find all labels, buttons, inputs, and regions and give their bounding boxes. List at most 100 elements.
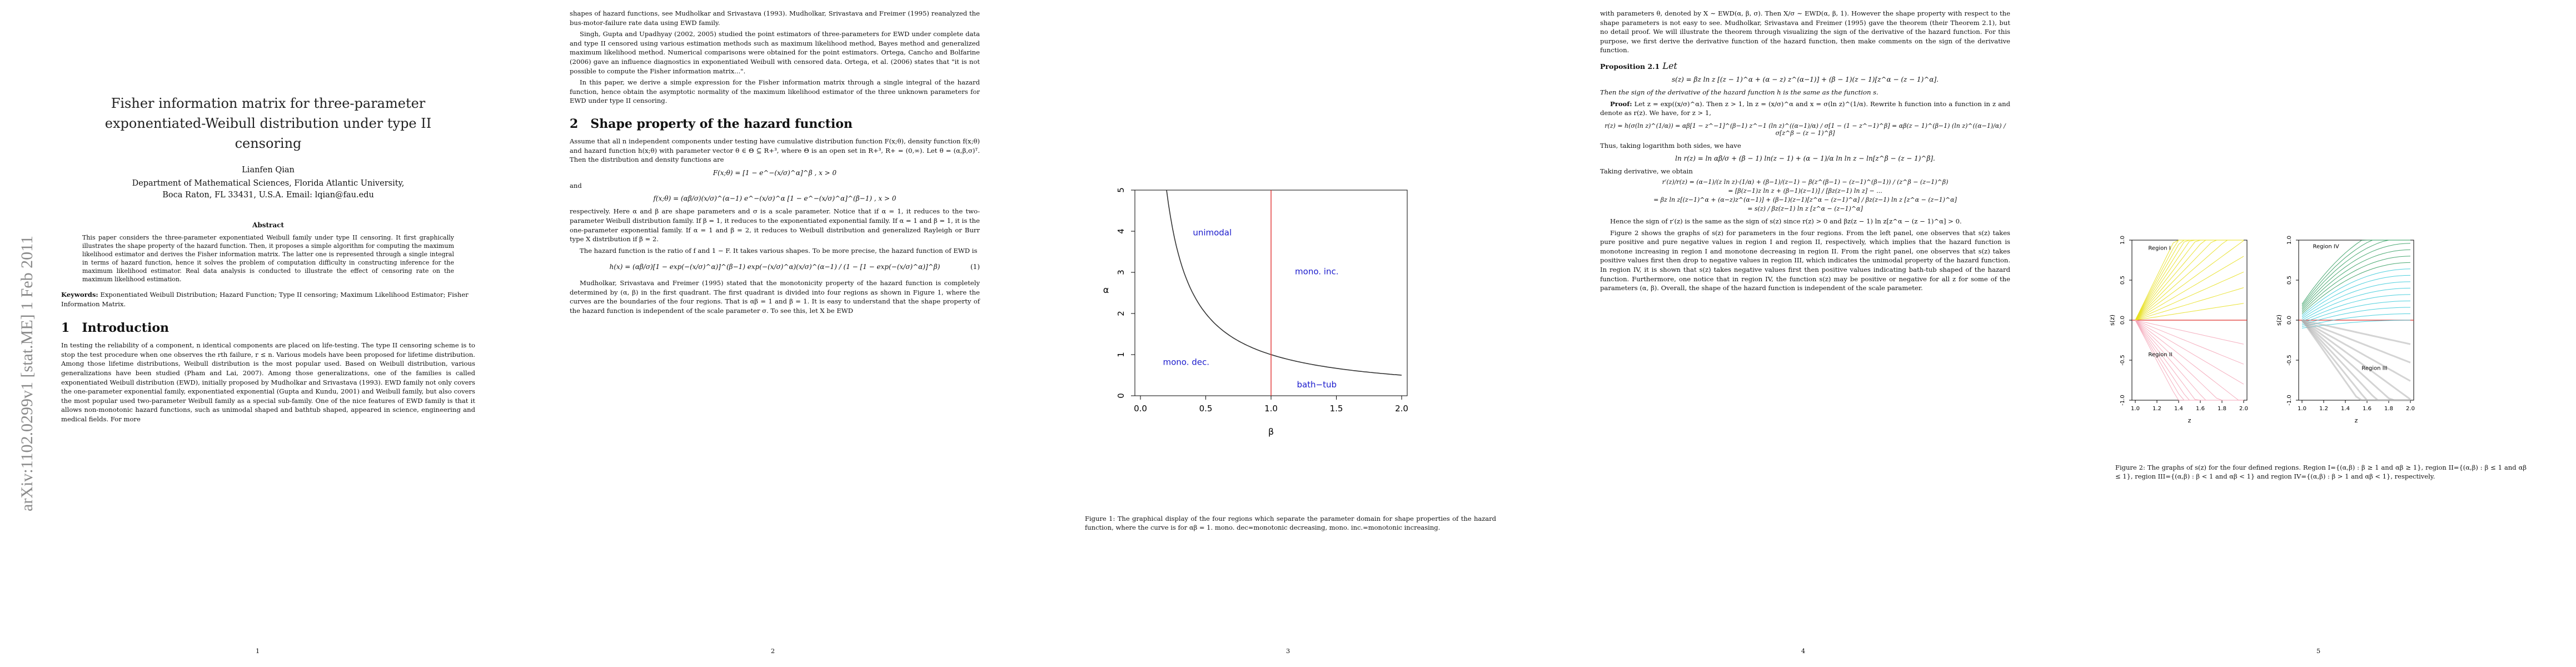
page-4-content: with parameters θ, denoted by X ∼ EWD(α,… <box>1600 9 2010 295</box>
x-tick-label: 2.0 <box>2239 406 2248 412</box>
y-tick-label: -1.0 <box>2286 395 2293 406</box>
x-tick-label: 1.4 <box>2174 406 2183 412</box>
arxiv-stamp: arXiv:1102.0299v1 [stat.ME] 1 Feb 2011 <box>7 156 36 511</box>
y-axis-label: s(z) <box>2109 315 2116 326</box>
equation-deriv-4: = s(z) / βz(z−1) ln z [z^α − (z−1)^α] <box>1747 205 1863 212</box>
y-tick-label: 1.0 <box>2286 236 2293 245</box>
region-label: mono. inc. <box>1295 267 1338 277</box>
y-tick-label: 0 <box>1116 393 1126 399</box>
proposition: Proposition 2.1 Let <box>1600 61 2010 71</box>
region-label: Region III <box>2361 365 2387 371</box>
affiliation-line-2: Boca Raton, FL 33431, U.S.A. Email: lqia… <box>162 191 374 200</box>
x-tick-label: 1.8 <box>2218 406 2226 412</box>
figure-2-chart: 1.0 1.2 1.4 1.6 1.8 2.0 -1.0 -0.5 0.0 0.5 1.0 z s(z)… <box>2109 236 2415 424</box>
paragraph: Figure 2 shows the graphs of s(z) for pa… <box>1600 228 2010 292</box>
series-line <box>2301 320 2410 401</box>
equation-deriv-3: = βz ln z[(z−1)^α + (α−z)z^(α−1)] + (β−1… <box>1653 196 1957 203</box>
page-number: 3 <box>1285 647 1291 655</box>
x-tick-label: 0.0 <box>1134 404 1147 414</box>
equation-number: (1) <box>970 263 980 271</box>
paragraph: In this paper, we derive a simple expres… <box>570 78 980 105</box>
y-tick-label: 4 <box>1116 228 1126 234</box>
series-line <box>2301 294 2411 322</box>
paragraph: shapes of hazard functions, see Mudholka… <box>570 9 980 27</box>
paragraph: Hence the sign of r′(z) is the same as t… <box>1610 217 1962 225</box>
proposition-let: Let <box>1662 60 1677 71</box>
series-line <box>2135 240 2244 321</box>
x-tick-label: 1.2 <box>2153 406 2161 412</box>
series-line <box>2135 240 2244 321</box>
equation-hazard-text: h(x) = (αβ/σ)[1 − exp(−(x/σ)^α)]^(β−1) e… <box>609 263 940 271</box>
series-line <box>2301 319 2411 345</box>
series-line <box>2301 243 2411 310</box>
series-line <box>2301 240 2410 305</box>
series-line <box>2301 319 2411 364</box>
title-line-3: censoring <box>235 136 302 151</box>
y-tick-label: 0.5 <box>2286 276 2293 285</box>
equation-deriv-1: r′(z)/r(z) = (α−1)/(z ln z)·(1/α) + (β−1… <box>1662 178 1949 186</box>
equation-ln: ln r(z) = ln αβ/σ + (β − 1) ln(z − 1) + … <box>1675 155 1935 163</box>
series-line <box>2135 240 2244 321</box>
equation-pdf: f(x;θ) = (αβ/σ)(x/σ)^(α−1) e^−(x/σ)^α [1… <box>653 195 896 203</box>
y-tick-label: 0.0 <box>2120 316 2126 325</box>
series-line <box>2301 262 2411 314</box>
keywords-label: Keywords: <box>61 291 98 298</box>
page-number: 5 <box>2316 647 2321 655</box>
y-tick-label: 2 <box>1116 311 1126 316</box>
x-axis-label: β <box>1268 426 1274 437</box>
x-tick-label: 1.0 <box>1264 404 1278 414</box>
series-line <box>2301 268 2411 316</box>
boundary-curve <box>1166 190 1402 376</box>
y-axis-label: s(z) <box>2275 315 2283 326</box>
y-tick-label: -0.5 <box>2286 355 2293 366</box>
section-2-heading: 2 Shape property of the hazard function <box>570 117 980 131</box>
section-1-heading: 1 Introduction <box>61 321 475 335</box>
paragraph: Singh, Gupta and Upadhyay (2002, 2005) s… <box>570 30 980 75</box>
title-line-2: exponentiated-Weibull distribution under… <box>104 116 432 131</box>
page-4: with parameters θ, denoted by X ∼ EWD(α,… <box>1546 0 2061 667</box>
region-label: Region IV <box>2313 243 2339 250</box>
equation-cdf: F(x;θ) = [1 − e^−(x/σ)^α]^β , x > 0 <box>712 168 837 177</box>
keywords: Keywords: Exponentiated Weibull Distribu… <box>61 290 475 308</box>
paragraph: and <box>570 181 582 190</box>
series-line <box>2301 256 2411 312</box>
page-1-content: Fisher information matrix for three-para… <box>61 93 475 426</box>
series-line <box>2135 287 2244 321</box>
author: Lianfen Qian <box>242 166 295 175</box>
series-line <box>2135 320 2244 385</box>
y-tick-label: 5 <box>1116 187 1126 193</box>
x-tick-label: 2.0 <box>2406 406 2415 412</box>
page-2-content: shapes of hazard functions, see Mudholka… <box>570 9 980 318</box>
arxiv-stamp-text: arXiv:1102.0299v1 [stat.ME] 1 Feb 2011 <box>18 235 36 511</box>
figure-1-caption: Figure 1: The graphical display of the f… <box>1085 515 1496 531</box>
title-line-1: Fisher information matrix for three-para… <box>111 96 426 111</box>
y-tick-label: 3 <box>1116 270 1126 275</box>
paragraph: Taking derivative, we obtain <box>1600 167 1693 176</box>
y-tick-label: -1.0 <box>2120 395 2126 406</box>
x-tick-label: 0.5 <box>1199 404 1213 414</box>
page-number: 1 <box>255 647 260 655</box>
proposition-text: Then the sign of the derivative of the h… <box>1600 88 1879 96</box>
series-line <box>2301 319 2411 382</box>
series-line <box>2135 256 2244 321</box>
paragraph: Assume that all n independent components… <box>570 137 980 164</box>
y-tick-label: 1.0 <box>2120 236 2126 245</box>
intro-paragraph: In testing the reliability of a componen… <box>61 341 475 423</box>
series-line <box>2135 320 2244 401</box>
series-line <box>2301 240 2410 308</box>
series-line <box>2301 319 2411 400</box>
x-tick-label: 1.0 <box>2298 406 2306 412</box>
section-title: Shape property of the hazard function <box>590 116 853 131</box>
equation-hazard: h(x) = (αβ/σ)[1 − exp(−(x/σ)^α)]^(β−1) e… <box>570 263 980 271</box>
y-axis-label: α <box>1103 285 1109 295</box>
y-tick-label: 1 <box>1116 352 1126 357</box>
x-tick-label: 1.4 <box>2341 406 2350 412</box>
series-line <box>2135 303 2244 321</box>
series-line <box>2301 320 2410 328</box>
paragraph: with parameters θ, denoted by X ∼ EWD(α,… <box>1600 9 2010 54</box>
page-number: 4 <box>1801 647 1806 655</box>
page-2: shapes of hazard functions, see Mudholka… <box>515 0 1030 667</box>
figure-2-caption: Figure 2: The graphs of s(z) for the fou… <box>2115 464 2527 480</box>
series-line <box>2301 300 2411 324</box>
series-line <box>2135 271 2244 321</box>
